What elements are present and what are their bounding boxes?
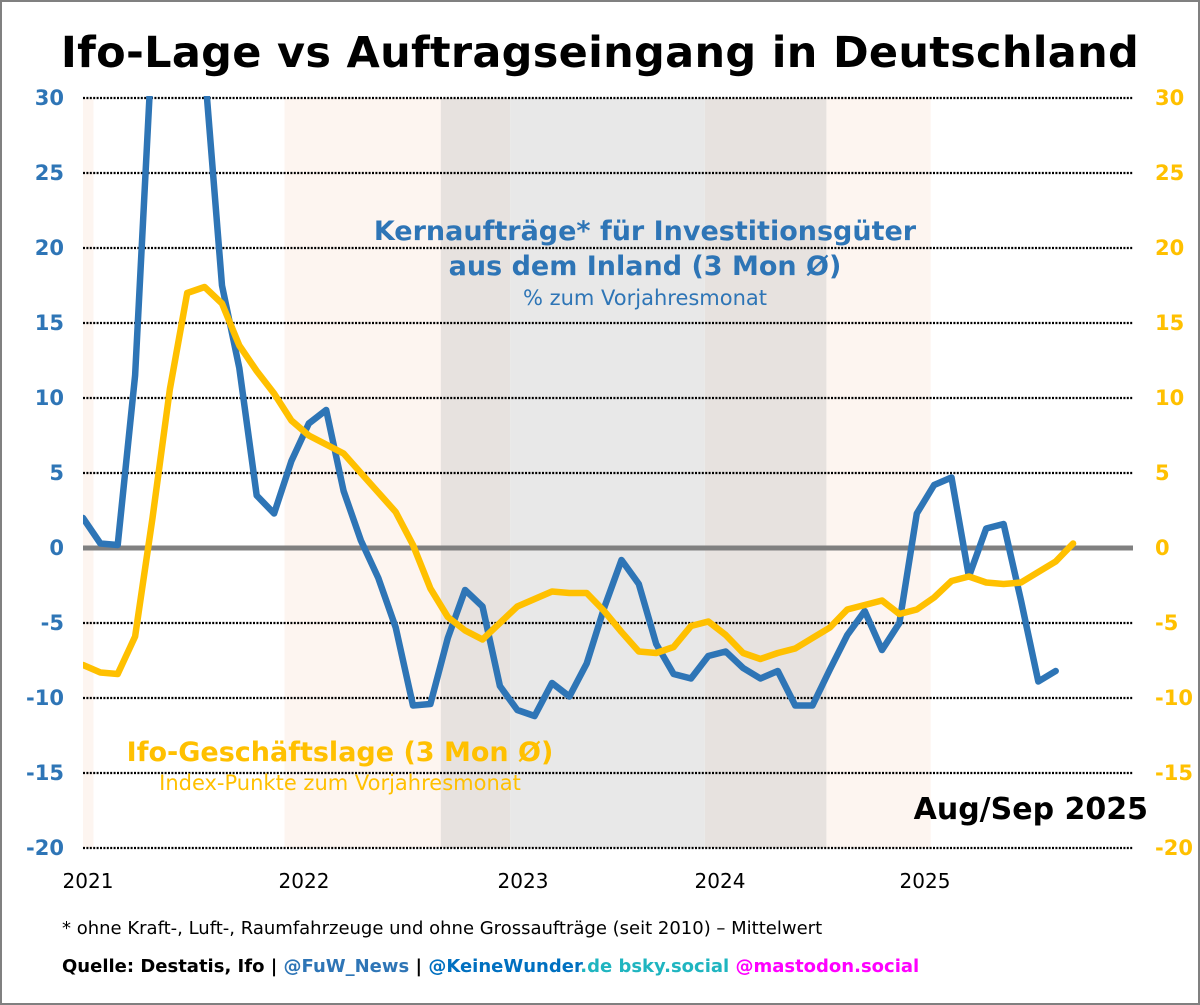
x-tick-label: 2022 <box>279 869 330 893</box>
yellow-label-line1: Ifo-Geschäftslage (3 Mon Ø) <box>126 737 554 768</box>
series-line-blue <box>83 96 1059 720</box>
y-tick-left: 5 <box>49 461 64 485</box>
y-tick-left: -20 <box>26 836 64 860</box>
y-tick-left: 30 <box>35 86 64 110</box>
fuw-news-link[interactable]: @FuW_News <box>283 956 410 977</box>
chart-title: Ifo-Lage vs Auftragseingang in Deutschla… <box>60 28 1140 78</box>
y-tick-right: 30 <box>1155 86 1184 110</box>
y-tick-right: 0 <box>1155 536 1170 560</box>
background-band-taupe <box>704 98 827 848</box>
y-tick-right: 25 <box>1155 161 1184 185</box>
footnote: * ohne Kraft-, Luft-, Raumfahrzeuge und … <box>62 918 823 939</box>
x-tick-label: 2025 <box>900 869 951 893</box>
blue-label-line1: Kernaufträge* für Investitionsgüter <box>373 216 917 247</box>
y-tick-right: -20 <box>1155 836 1193 860</box>
blue-label-unit: % zum Vorjahresmonat <box>522 286 768 310</box>
y-tick-left: 20 <box>35 236 64 260</box>
y-axis-left: 30 25 20 15 10 5 0 -5 -10 -15 -20 <box>26 86 64 860</box>
mastodon-link[interactable]: @mastodon.social <box>729 956 920 977</box>
source-line: Quelle: Destatis, Ifo | @FuW_News | @Kei… <box>62 956 919 977</box>
y-axis-right: 30 25 20 15 10 5 0 -5 -10 -15 -20 <box>1155 86 1193 860</box>
y-tick-right: -15 <box>1155 761 1193 785</box>
x-tick-label: 2021 <box>63 869 114 893</box>
gridlines <box>83 96 1133 850</box>
y-tick-left: -10 <box>26 686 64 710</box>
date-label: Aug/Sep 2025 <box>913 792 1148 827</box>
y-tick-left: 0 <box>49 536 64 560</box>
yellow-label-unit: Index-Punkte zum Vorjahresmonat <box>159 771 521 795</box>
y-tick-right: 5 <box>1155 461 1170 485</box>
y-tick-right: 15 <box>1155 311 1184 335</box>
y-tick-left: 10 <box>35 386 64 410</box>
x-axis: 2021 2022 2023 2024 2025 <box>63 869 951 893</box>
y-tick-left: -15 <box>26 761 64 785</box>
x-tick-label: 2023 <box>498 869 549 893</box>
x-tick-label: 2024 <box>695 869 746 893</box>
yellow-series-label: Ifo-Geschäftslage (3 Mon Ø) Index-Punkte… <box>60 736 620 796</box>
y-tick-right: 10 <box>1155 386 1184 410</box>
y-tick-right: -5 <box>1155 611 1178 635</box>
source-separator: | <box>409 956 429 977</box>
y-tick-right: -10 <box>1155 686 1193 710</box>
series-lines <box>83 96 1077 720</box>
bsky-link[interactable]: .de bsky.social <box>580 956 730 977</box>
y-tick-left: 15 <box>35 311 64 335</box>
y-tick-left: 25 <box>35 161 64 185</box>
y-tick-left: -5 <box>41 611 64 635</box>
y-tick-right: 20 <box>1155 236 1184 260</box>
blue-series-label: Kernaufträge* für Investitionsgüter aus … <box>300 214 990 312</box>
blue-label-line2: aus dem Inland (3 Mon Ø) <box>448 251 842 282</box>
keinewunder-link[interactable]: @KeineWunder <box>428 956 581 977</box>
source-prefix: Quelle: Destatis, Ifo | <box>62 956 284 977</box>
series-line-yellow <box>83 283 1077 678</box>
